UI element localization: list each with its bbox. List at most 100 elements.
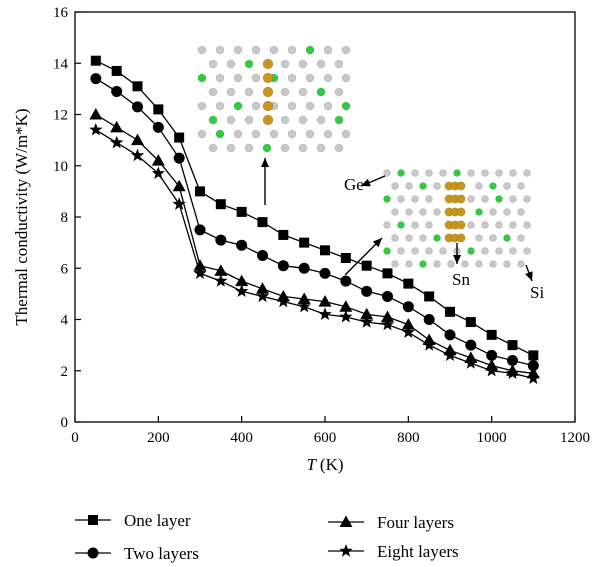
y-tick-label: 6: [61, 261, 69, 277]
si-atom: [341, 45, 351, 55]
si-atom: [280, 87, 290, 97]
y-tick-label: 4: [61, 313, 69, 329]
data-point: [151, 166, 165, 180]
data-point: [444, 329, 456, 341]
si-atom: [439, 247, 447, 255]
data-point: [132, 101, 143, 113]
legend-marker: [88, 515, 98, 525]
si-atom: [316, 115, 326, 125]
y-tick-label: 12: [53, 108, 68, 124]
si-atom: [323, 45, 333, 55]
si-atom: [467, 169, 475, 177]
si-atom: [316, 143, 326, 153]
data-point: [277, 260, 289, 272]
si-atom: [517, 260, 525, 268]
si-atom: [411, 195, 419, 203]
si-atom: [517, 182, 525, 190]
legend-marker: [339, 544, 353, 557]
series-layer: [89, 55, 540, 385]
si-atom: [233, 73, 243, 83]
data-point: [89, 122, 103, 136]
si-atom: [208, 87, 218, 97]
data-point: [339, 300, 353, 312]
data-point: [151, 154, 165, 166]
si-atom: [233, 45, 243, 55]
series-line: [95, 113, 534, 374]
data-point: [424, 291, 435, 302]
ge-atom: [433, 234, 441, 242]
ge-atom: [244, 59, 254, 69]
si-atom: [383, 221, 391, 229]
data-point: [318, 307, 332, 320]
x-tick-label: 0: [71, 430, 79, 446]
data-point: [340, 253, 351, 263]
ge-atom: [495, 195, 503, 203]
data-point: [485, 363, 499, 377]
y-tick-label: 10: [53, 159, 68, 175]
legend-item: Four layers: [328, 513, 454, 532]
data-point: [257, 249, 268, 261]
x-tick-label: 600: [314, 430, 337, 446]
data-point: [235, 274, 249, 287]
si-atom: [269, 45, 279, 55]
ge-atom: [419, 260, 427, 268]
si-atom: [251, 73, 261, 83]
si-atom: [334, 59, 344, 69]
ge-atom: [233, 101, 243, 111]
ge-atom: [475, 208, 483, 216]
ge-atom: [383, 195, 391, 203]
data-point: [339, 309, 353, 323]
x-axis-unit: (K): [320, 455, 344, 474]
si-atom: [425, 247, 433, 255]
si-atom: [481, 247, 489, 255]
si-atom: [439, 169, 447, 177]
series-two-layers: [90, 73, 539, 372]
ge-atom: [419, 182, 427, 190]
arrow-ge: [360, 175, 386, 187]
legend-label: One layer: [124, 511, 191, 530]
sn-atom: [262, 86, 274, 98]
x-tick-label: 1200: [560, 430, 590, 446]
si-atom: [405, 260, 413, 268]
si-atom: [280, 115, 290, 125]
legend-label: Four layers: [377, 513, 454, 532]
ge-atom: [334, 115, 344, 125]
sn-atom: [456, 194, 466, 204]
arrow-si: [525, 264, 533, 282]
ge-atom: [305, 45, 315, 55]
si-atom: [405, 182, 413, 190]
arrow-sn: [453, 243, 461, 264]
data-point: [172, 197, 186, 210]
data-point: [423, 314, 435, 325]
si-atom: [433, 208, 441, 216]
ge-atom: [453, 169, 461, 177]
si-atom: [405, 234, 413, 242]
si-atom: [233, 129, 243, 139]
si-atom: [287, 101, 297, 111]
si-atom: [481, 195, 489, 203]
data-point: [276, 294, 290, 308]
data-point: [465, 339, 477, 351]
arrow-to-inset-one: [261, 158, 269, 205]
si-atom: [226, 143, 236, 153]
si-atom: [517, 234, 525, 242]
si-atom: [251, 101, 261, 111]
annotation-ge: Ge: [344, 175, 364, 194]
data-point: [194, 224, 206, 236]
data-point: [507, 340, 518, 351]
data-point: [90, 55, 101, 66]
si-atom: [475, 234, 483, 242]
si-atom: [481, 169, 489, 177]
sn-atom: [262, 72, 274, 84]
si-atom: [411, 247, 419, 255]
ge-atom: [316, 87, 326, 97]
ge-atom: [341, 101, 351, 111]
si-atom: [287, 129, 297, 139]
annotation-si: Si: [530, 283, 544, 302]
si-atom: [215, 45, 225, 55]
data-point: [215, 234, 227, 246]
ge-atom: [197, 73, 207, 83]
si-atom: [419, 208, 427, 216]
si-atom: [323, 101, 333, 111]
